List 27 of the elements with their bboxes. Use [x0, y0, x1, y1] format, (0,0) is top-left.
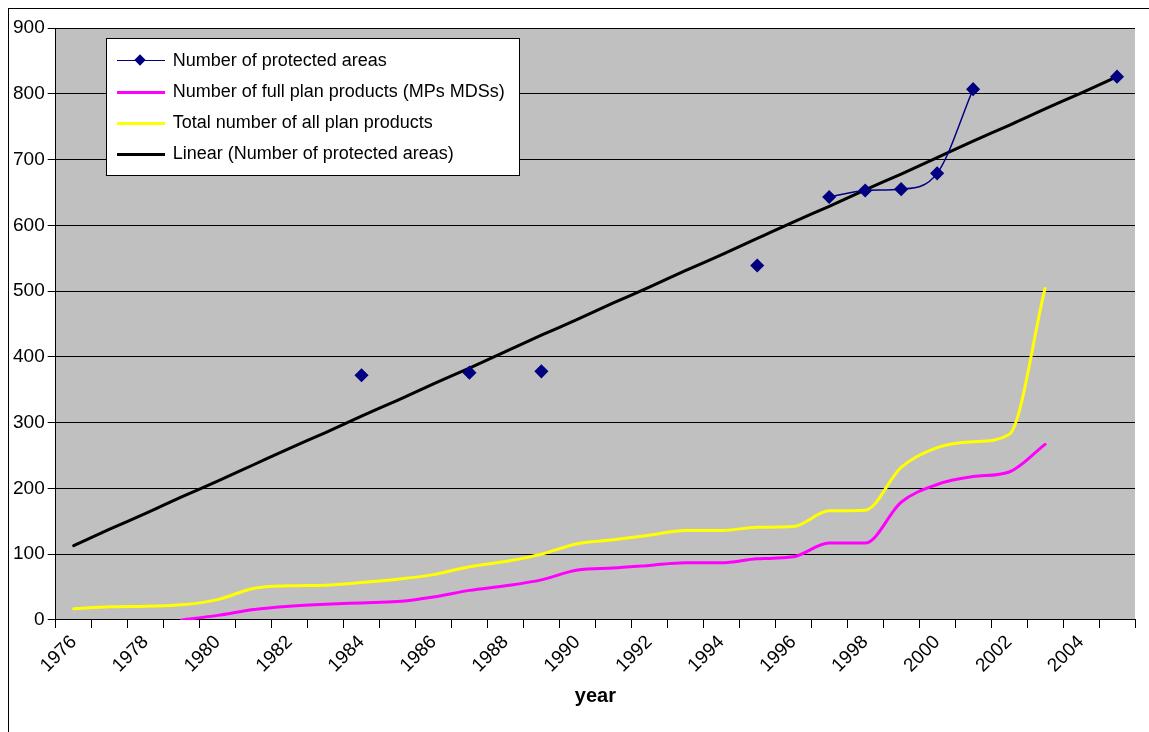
line-series	[72, 286, 1047, 611]
legend-label: Number of protected areas	[172, 49, 387, 72]
point	[930, 166, 944, 181]
point	[354, 368, 369, 383]
y-tick-label: 500	[13, 279, 45, 301]
y-tick-label: 0	[34, 608, 45, 630]
point	[858, 183, 872, 198]
legend-label: Linear (Number of protected areas)	[172, 142, 454, 165]
line-series	[180, 442, 1047, 620]
x-axis-title: year	[574, 683, 617, 706]
y-tick-label: 800	[13, 82, 45, 104]
y-tick-label: 900	[13, 16, 45, 38]
point	[966, 82, 980, 96]
point	[750, 258, 764, 273]
point	[462, 365, 477, 380]
point	[822, 190, 836, 204]
point	[894, 182, 908, 196]
y-tick-label: 400	[13, 345, 45, 367]
y-tick-label: 700	[13, 147, 45, 169]
y-tick-label: 100	[13, 542, 45, 564]
y-tick-label: 300	[13, 410, 45, 432]
point	[534, 364, 549, 379]
point	[1110, 69, 1124, 84]
legend-label: Number of full plan products (MPs MDSs)	[172, 80, 505, 103]
legend-label: Total number of all plan products	[172, 111, 433, 134]
y-tick-label: 200	[13, 476, 45, 498]
y-tick-label: 600	[13, 213, 45, 235]
